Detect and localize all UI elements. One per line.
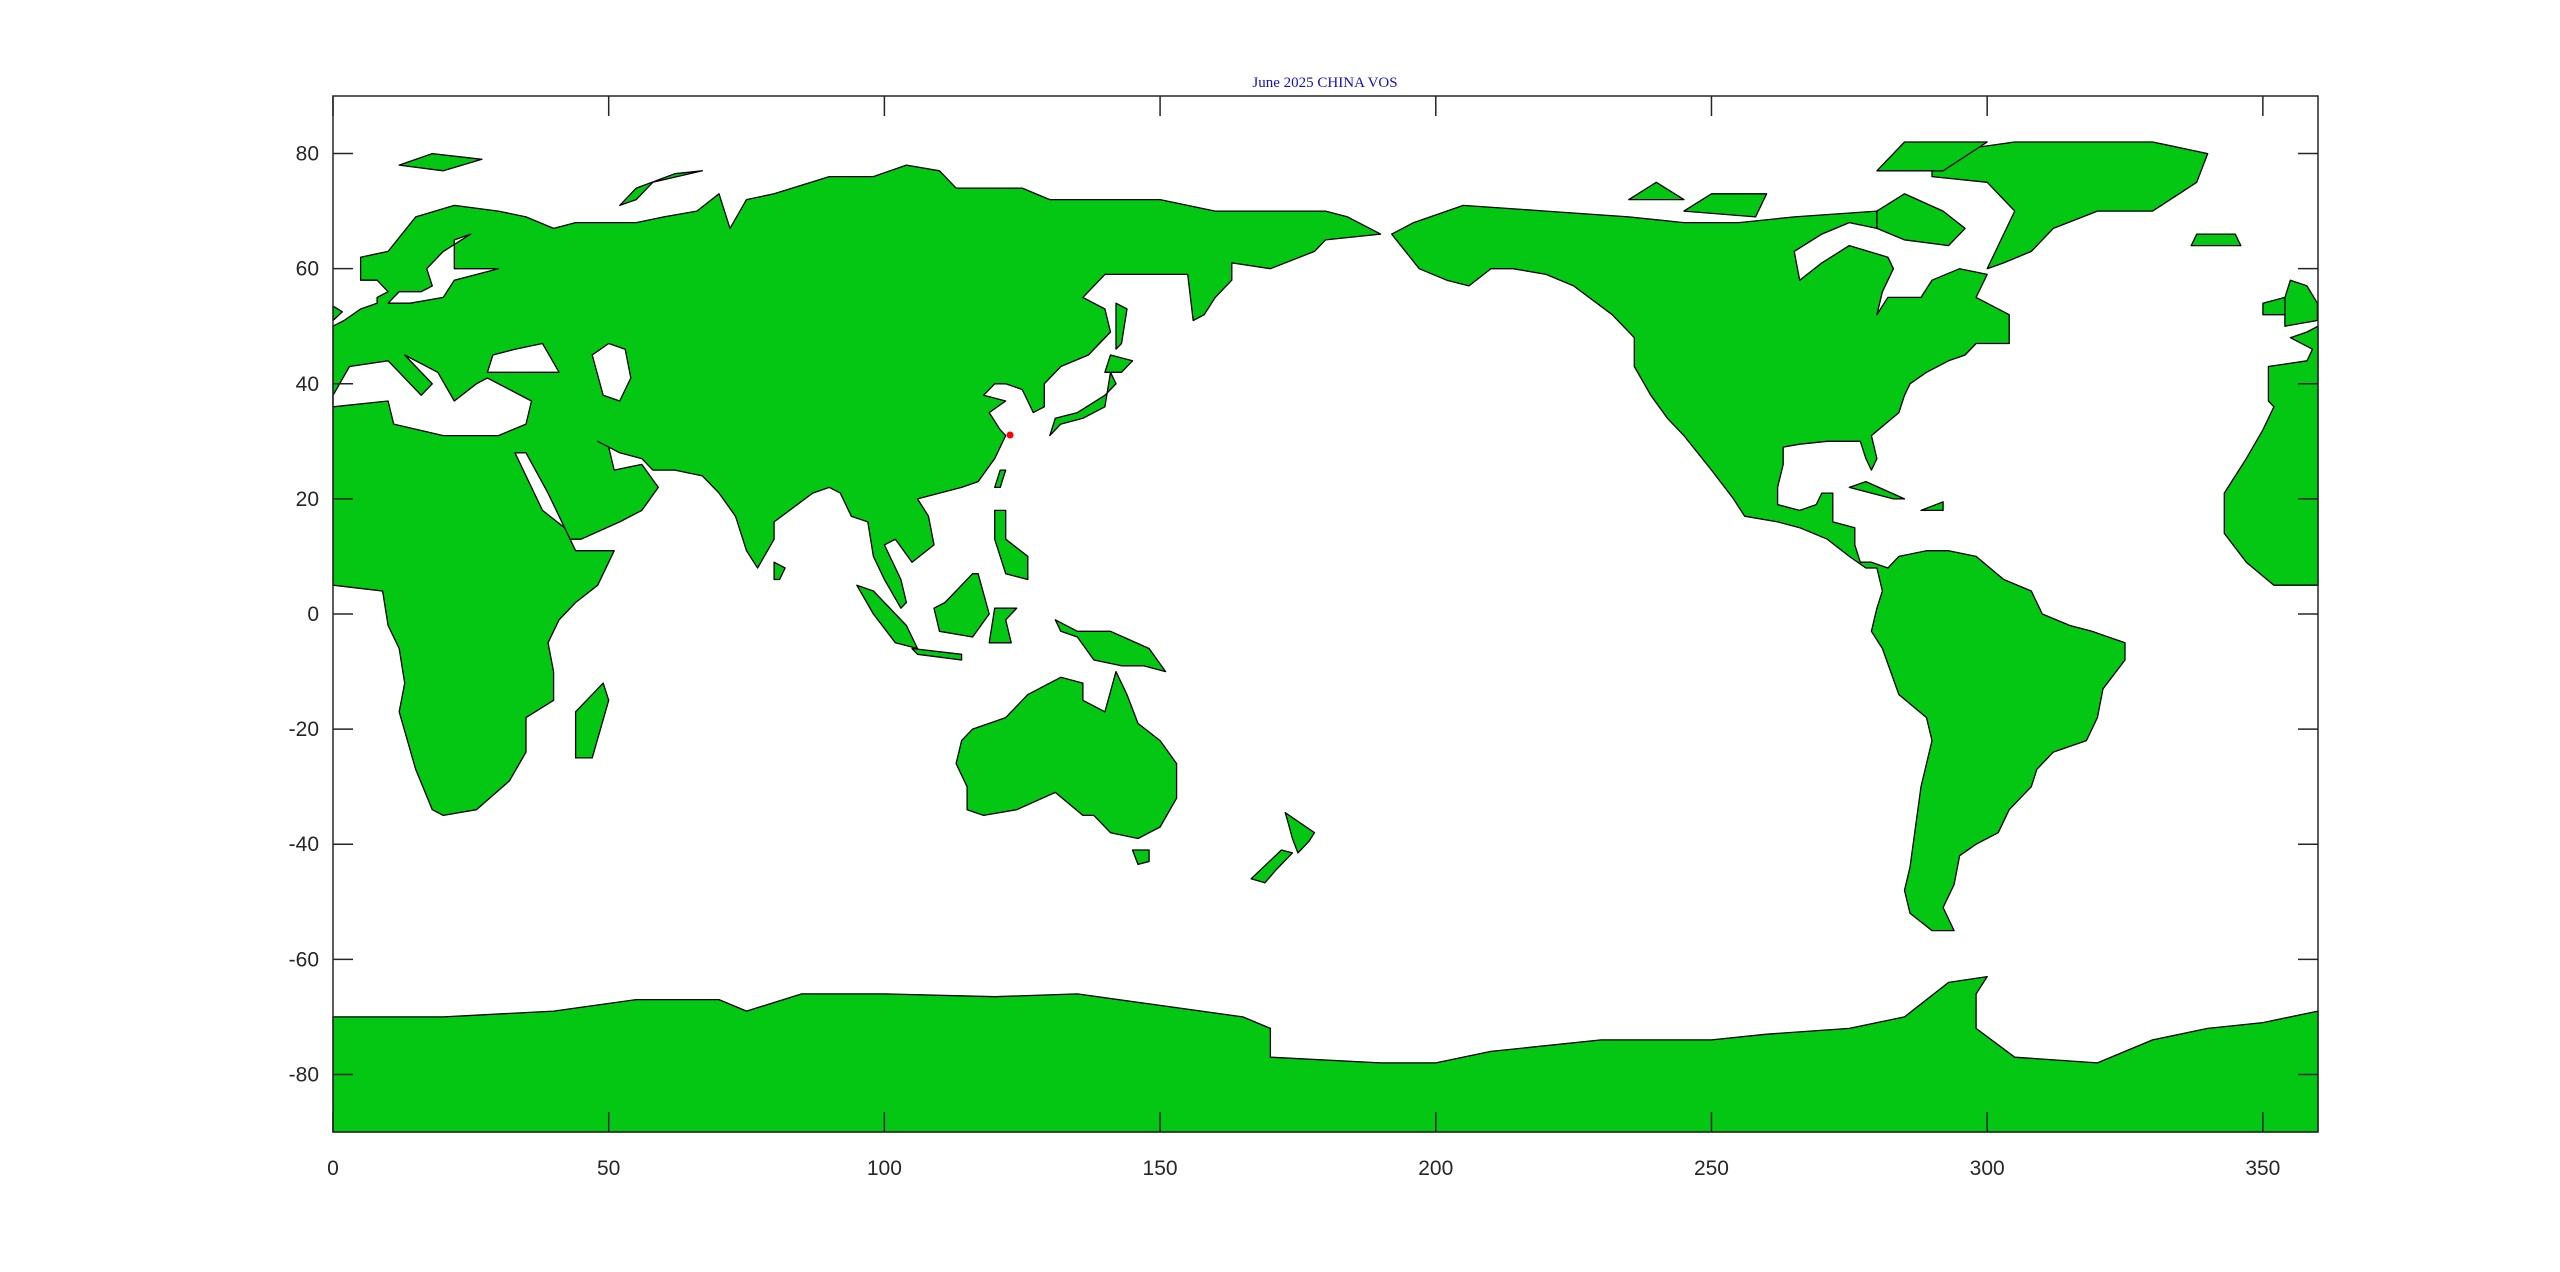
land-new-zealand-north [1284, 811, 1316, 854]
land-antarctica [332, 975, 2319, 1133]
land-svalbard [398, 152, 483, 172]
land-novaya-zemlya [619, 170, 704, 207]
land-sulawesi [988, 607, 1018, 644]
land-afro-eurasia [332, 164, 1382, 817]
water-baltic-sea [387, 233, 500, 304]
y-tick-label: -80 [289, 1063, 319, 1086]
land-australia [955, 670, 1178, 840]
land-sakhalin [1115, 302, 1128, 350]
land-sumatra [856, 584, 919, 650]
water-caspian-sea [591, 342, 632, 402]
x-tick-label: 0 [327, 1157, 339, 1180]
x-tick-label: 200 [1418, 1157, 1453, 1180]
land-baffin [1876, 193, 1966, 247]
land-banks-island [1628, 181, 1685, 201]
water-black-sea [486, 342, 560, 373]
land-borneo [933, 573, 990, 638]
land-new-zealand-south [1250, 849, 1294, 884]
water-red-sea [514, 452, 571, 540]
y-tick-label: 80 [296, 143, 319, 166]
land-iceland [2190, 233, 2242, 247]
y-tick-label: 0 [307, 603, 319, 626]
land-greenland [1931, 141, 2209, 270]
land-hispaniola [1920, 501, 1944, 512]
x-tick-label: 50 [597, 1157, 620, 1180]
land-west-africa-iberia [2223, 325, 2319, 586]
land-ireland [2262, 296, 2286, 316]
x-tick-label: 350 [2245, 1157, 2280, 1180]
marker-layer [1006, 431, 1014, 439]
map-title: June 2025 CHINA VOS [1252, 75, 1397, 91]
land-victoria-island [1683, 193, 1768, 218]
land-tasmania [1131, 849, 1150, 866]
land-cuba [1848, 480, 1906, 500]
y-tick-label: -40 [289, 833, 319, 856]
y-tick-label: 60 [296, 258, 319, 281]
land-ellesmere [1876, 141, 1988, 172]
water-mediterranean-sea [332, 354, 533, 437]
x-tick-label: 100 [867, 1157, 902, 1180]
land-java [911, 647, 963, 661]
x-tick-label: 150 [1143, 1157, 1178, 1180]
x-axis: 0 50 100 150 200 250 300 350 [327, 96, 2280, 1180]
land-north-america [1391, 204, 2126, 932]
land-sri-lanka [773, 561, 786, 581]
land-hokkaido [1104, 354, 1134, 373]
y-tick-label: 40 [296, 373, 319, 396]
land-philippines [994, 509, 1029, 581]
y-tick-label: -60 [289, 948, 319, 971]
land-new-guinea [1054, 619, 1167, 673]
land-britain [2284, 279, 2319, 327]
land-japan [1049, 371, 1117, 437]
y-tick-label: 20 [296, 488, 319, 511]
land-layer [332, 141, 2319, 1133]
land-madagascar [574, 682, 610, 759]
y-tick-label: -20 [289, 718, 319, 741]
x-tick-label: 250 [1694, 1157, 1729, 1180]
observation-marker [1006, 431, 1014, 439]
x-tick-label: 300 [1970, 1157, 2005, 1180]
y-axis: -80 -60 -40 -20 0 20 40 60 80 [289, 143, 2318, 1086]
land-britain-east [332, 305, 344, 322]
land-taiwan [994, 469, 1007, 489]
